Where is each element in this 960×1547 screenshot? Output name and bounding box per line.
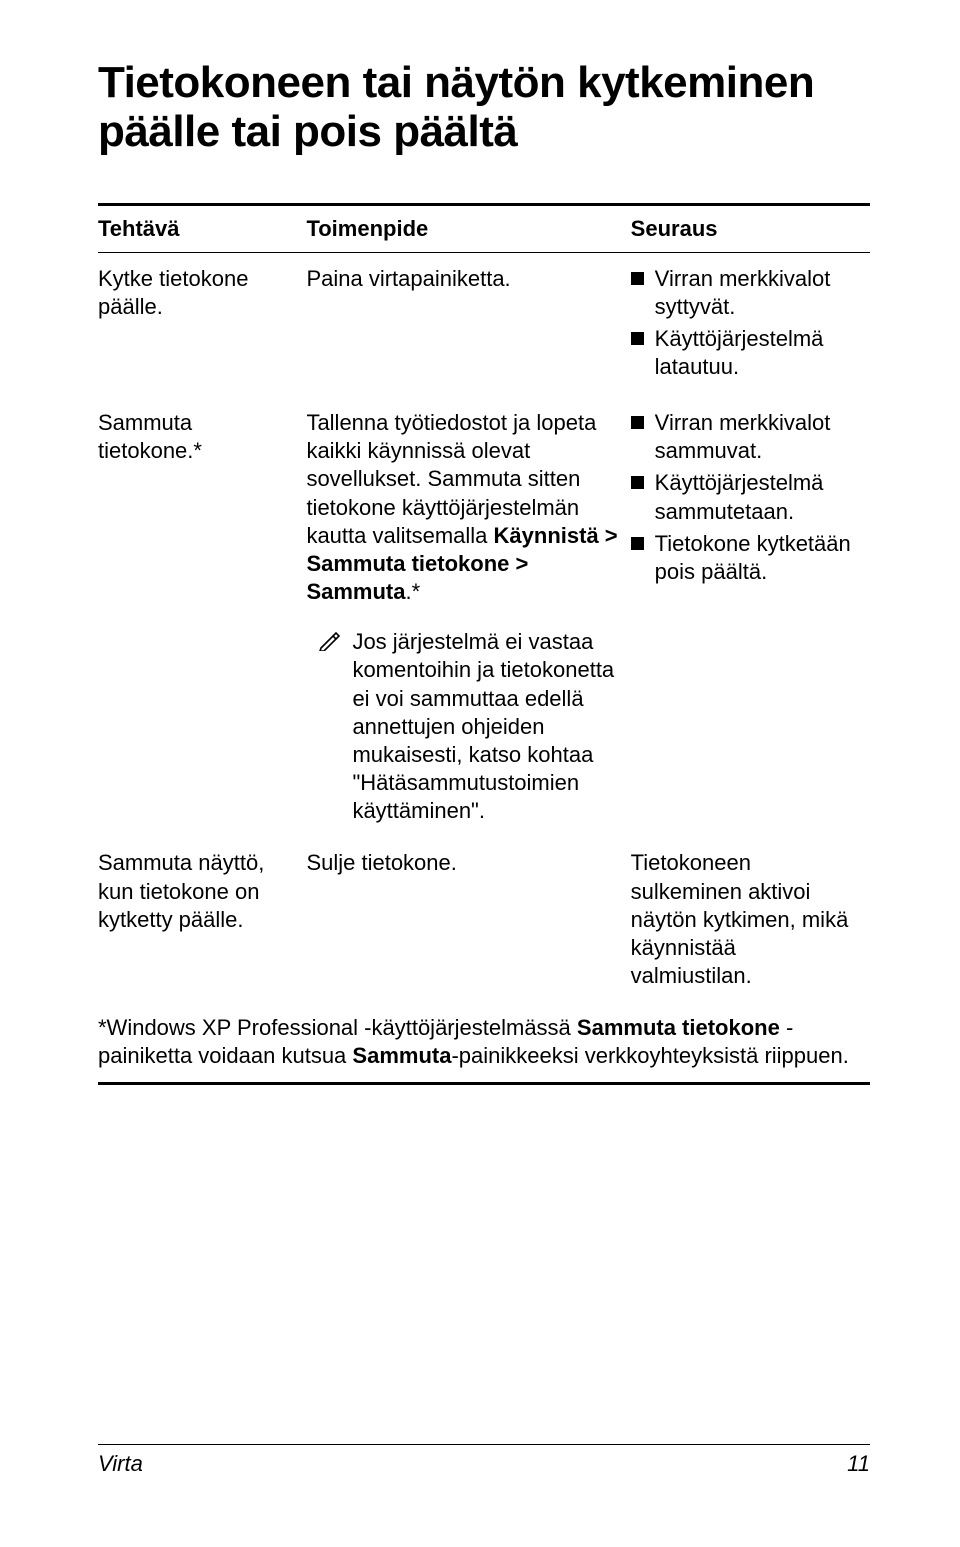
pencil-icon: [318, 630, 342, 658]
result-cell: Virran merkkivalot syttyvät. Käyttöjärje…: [631, 253, 870, 398]
table-row: Kytke tietokone päälle. Paina virtapaini…: [98, 253, 870, 398]
table-footnote-row: *Windows XP Professional -käyttöjärjeste…: [98, 1002, 870, 1082]
task-cell: Kytke tietokone päälle.: [98, 253, 306, 398]
footnote-b1: Sammuta tietokone: [577, 1015, 780, 1040]
result-bullet: Käyttöjärjestelmä latautuu.: [631, 325, 860, 381]
note-text-post: .: [479, 798, 485, 823]
footnote-pre: *Windows XP Professional -käyttöjärjeste…: [98, 1015, 577, 1040]
footnote-cell: *Windows XP Professional -käyttöjärjeste…: [98, 1002, 870, 1082]
action-cell: Sulje tietokone.: [306, 837, 630, 1002]
table-row: Sammuta näyttö, kun tietokone on kytkett…: [98, 837, 870, 1002]
result-bullet: Virran merkkivalot sammuvat.: [631, 409, 860, 465]
footer-section: Virta: [98, 1451, 143, 1477]
result-bullet: Käyttöjärjestelmä sammutetaan.: [631, 469, 860, 525]
task-cell: Sammuta tietokone.*: [98, 397, 306, 837]
note-text-pre: Jos järjestelmä ei vastaa komentoihin ja…: [352, 629, 614, 767]
note-link: "Hätäsammutustoimien käyttäminen": [352, 770, 579, 823]
col-header-task: Tehtävä: [98, 206, 306, 252]
footnote-post: -painikkeeksi verkkoyhteyksistä riippuen…: [451, 1043, 848, 1068]
table-row: Sammuta tietokone.* Tallenna työtiedosto…: [98, 397, 870, 837]
action-cell: Paina virtapainiketta.: [306, 253, 630, 398]
action-cell: Tallenna työtiedostot ja lopeta kaikki k…: [306, 397, 630, 837]
col-header-result: Seuraus: [631, 206, 870, 252]
result-bullet: Virran merkkivalot syttyvät.: [631, 265, 860, 321]
col-header-action: Toimenpide: [306, 206, 630, 252]
table-header-row: Tehtävä Toimenpide Seuraus: [98, 206, 870, 252]
result-bullet: Tietokone kytketään pois päältä.: [631, 530, 860, 586]
procedure-table: Tehtävä Toimenpide Seuraus Kytke tietoko…: [98, 206, 870, 1083]
page-heading: Tietokoneen tai näytön kytkeminen päälle…: [98, 58, 870, 157]
footer-page-number: 11: [847, 1451, 870, 1477]
result-cell: Tietokoneen sulkeminen aktivoi näytön ky…: [631, 837, 870, 1002]
result-cell: Virran merkkivalot sammuvat. Käyttöjärje…: [631, 397, 870, 837]
action-text-post: .*: [405, 579, 420, 604]
table-bottom-rule: [98, 1082, 870, 1085]
note-block: Jos järjestelmä ei vastaa komentoihin ja…: [306, 628, 620, 825]
page-footer: Virta 11: [98, 1444, 870, 1477]
footnote-b2: Sammuta: [352, 1043, 451, 1068]
task-cell: Sammuta näyttö, kun tietokone on kytkett…: [98, 837, 306, 1002]
